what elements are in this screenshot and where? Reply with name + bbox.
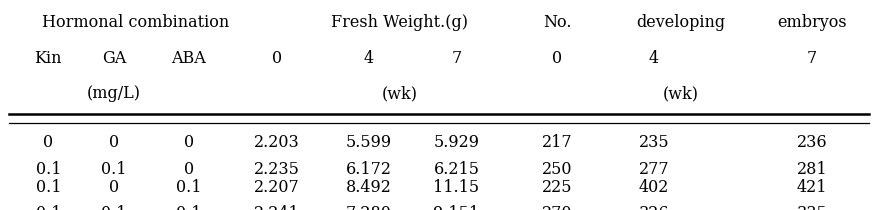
Text: 2.203: 2.203 [253, 134, 299, 151]
Text: 250: 250 [542, 161, 572, 177]
Text: 0: 0 [109, 180, 119, 196]
Text: 6.215: 6.215 [433, 161, 479, 177]
Text: 5.929: 5.929 [433, 134, 479, 151]
Text: 0.1: 0.1 [35, 180, 61, 196]
Text: 335: 335 [795, 205, 827, 210]
Text: (wk): (wk) [381, 85, 417, 102]
Text: 270: 270 [542, 205, 572, 210]
Text: embryos: embryos [776, 14, 846, 30]
Text: 225: 225 [542, 180, 572, 196]
Text: 0: 0 [552, 50, 562, 67]
Text: 0: 0 [183, 161, 194, 177]
Text: 9.151: 9.151 [433, 205, 479, 210]
Text: (mg/L): (mg/L) [87, 85, 141, 102]
Text: 236: 236 [796, 134, 826, 151]
Text: 281: 281 [796, 161, 826, 177]
Text: 5.599: 5.599 [346, 134, 391, 151]
Text: 0: 0 [43, 134, 53, 151]
Text: Hormonal combination: Hormonal combination [42, 14, 230, 30]
Text: 11.15: 11.15 [433, 180, 479, 196]
Text: ABA: ABA [171, 50, 206, 67]
Text: 0.1: 0.1 [35, 205, 61, 210]
Text: 6.172: 6.172 [346, 161, 391, 177]
Text: GA: GA [102, 50, 126, 67]
Text: 217: 217 [542, 134, 572, 151]
Text: No.: No. [543, 14, 571, 30]
Text: Fresh Weight.(g): Fresh Weight.(g) [331, 14, 467, 30]
Text: 2.235: 2.235 [253, 161, 299, 177]
Text: 0.1: 0.1 [101, 161, 127, 177]
Text: (wk): (wk) [661, 85, 698, 102]
Text: 235: 235 [638, 134, 668, 151]
Text: 8.492: 8.492 [346, 180, 391, 196]
Text: 402: 402 [638, 180, 668, 196]
Text: 7.280: 7.280 [346, 205, 391, 210]
Text: 0.1: 0.1 [101, 205, 127, 210]
Text: 0: 0 [109, 134, 119, 151]
Text: 0.1: 0.1 [35, 161, 61, 177]
Text: 2.241: 2.241 [253, 205, 299, 210]
Text: 326: 326 [638, 205, 668, 210]
Text: 421: 421 [796, 180, 826, 196]
Text: 4: 4 [363, 50, 374, 67]
Text: 277: 277 [638, 161, 668, 177]
Text: developing: developing [635, 14, 724, 30]
Text: 2.207: 2.207 [253, 180, 299, 196]
Text: 7: 7 [451, 50, 461, 67]
Text: 0: 0 [271, 50, 282, 67]
Text: 7: 7 [806, 50, 816, 67]
Text: Kin: Kin [34, 50, 62, 67]
Text: 4: 4 [648, 50, 659, 67]
Text: 0: 0 [183, 134, 194, 151]
Text: 0.1: 0.1 [175, 180, 202, 196]
Text: 0.1: 0.1 [175, 205, 202, 210]
